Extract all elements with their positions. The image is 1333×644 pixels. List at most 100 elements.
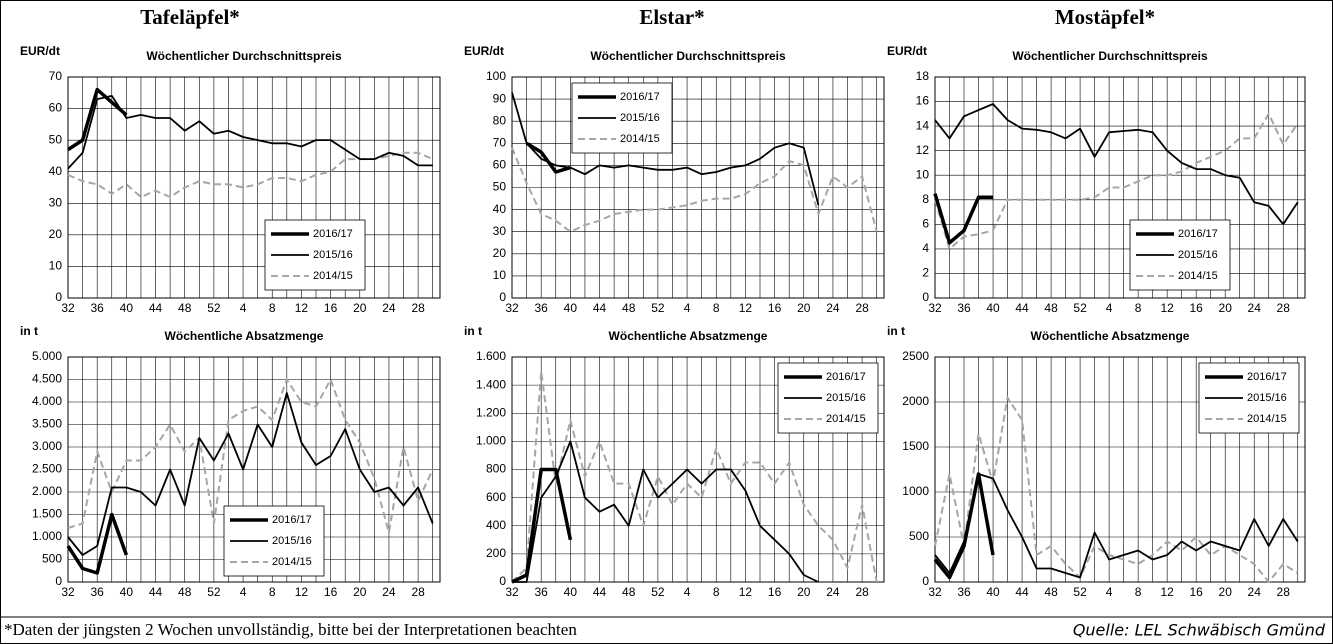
x-tick-label: 24	[382, 585, 396, 599]
series-line	[511, 467, 573, 584]
legend-label: 2015/16	[1247, 392, 1287, 404]
footnote: *Daten der jüngsten 2 Wochen unvollständ…	[4, 620, 577, 639]
x-tick-label: 16	[768, 585, 782, 599]
y-tick-label: 10	[493, 268, 507, 282]
y-tick-label: 16	[916, 94, 930, 108]
x-tick-label: 20	[797, 301, 811, 315]
x-tick-label: 20	[797, 585, 811, 599]
y-tick-label: 1500	[902, 439, 929, 453]
series-line	[934, 112, 1299, 250]
y-tick-label: 70	[493, 135, 507, 149]
series-line	[934, 396, 1299, 583]
y-axis-label: EUR/dt	[464, 44, 504, 58]
y-tick-label: 3.500	[32, 417, 62, 431]
x-tick-label: 8	[269, 301, 276, 315]
x-tick-label: 20	[353, 585, 367, 599]
x-tick-label: 28	[1277, 585, 1291, 599]
x-tick-label: 4	[1106, 301, 1113, 315]
legend-label: 2014/15	[313, 270, 353, 282]
x-tick-label: 24	[826, 301, 840, 315]
y-tick-label: 2.000	[32, 484, 62, 498]
y-tick-label: 800	[486, 462, 506, 476]
y-tick-label: 0	[55, 290, 62, 304]
chart-subtitle: Wöchentlicher Durchschnittspreis	[590, 49, 786, 63]
y-axis-label: in t	[464, 324, 482, 338]
x-tick-label: 32	[505, 585, 519, 599]
y-tick-label: 4.500	[32, 372, 62, 386]
x-tick-label: 48	[622, 585, 636, 599]
x-tick-label: 4	[240, 301, 247, 315]
x-tick-label: 20	[353, 301, 367, 315]
column-title: Tafeläpfel*	[140, 5, 240, 29]
x-tick-label: 44	[149, 301, 163, 315]
y-axis-label: in t	[887, 324, 905, 338]
x-tick-label: 36	[90, 585, 104, 599]
x-tick-label: 12	[739, 301, 753, 315]
legend-label: 2015/16	[1178, 249, 1218, 261]
plot-frame	[511, 76, 885, 299]
legend-label: 2016/17	[826, 371, 866, 383]
x-tick-label: 32	[928, 585, 942, 599]
plot-frame	[67, 76, 441, 299]
y-tick-label: 40	[49, 164, 63, 178]
y-tick-label: 10	[49, 259, 63, 273]
legend-label: 2014/15	[272, 556, 312, 568]
x-tick-label: 40	[564, 301, 578, 315]
y-tick-label: 6	[922, 217, 929, 231]
x-tick-label: 48	[178, 585, 192, 599]
x-tick-label: 16	[1189, 301, 1203, 315]
x-tick-label: 8	[713, 301, 720, 315]
series-line	[511, 370, 878, 583]
legend-label: 2015/16	[272, 535, 312, 547]
x-tick-label: 24	[1248, 585, 1262, 599]
y-tick-label: 1.000	[32, 529, 62, 543]
x-tick-label: 16	[1189, 585, 1203, 599]
x-tick-label: 8	[1135, 301, 1142, 315]
x-tick-label: 12	[295, 301, 309, 315]
y-tick-label: 50	[493, 180, 507, 194]
y-tick-label: 70	[49, 69, 63, 83]
legend-label: 2014/15	[1178, 270, 1218, 282]
x-tick-label: 28	[855, 301, 869, 315]
y-tick-label: 4	[922, 241, 929, 255]
series-line	[511, 92, 820, 206]
series-line	[525, 141, 571, 174]
series-line	[67, 378, 434, 534]
y-tick-label: 200	[486, 546, 506, 560]
x-tick-label: 32	[505, 301, 519, 315]
x-tick-label: 48	[1044, 301, 1058, 315]
x-tick-label: 4	[684, 301, 691, 315]
series-line	[66, 512, 129, 575]
source: Quelle: LEL Schwäbisch Gmünd	[1073, 621, 1326, 640]
y-tick-label: 1.400	[476, 377, 506, 391]
plot-frame	[934, 76, 1306, 299]
series-line	[934, 103, 1299, 226]
x-tick-label: 32	[61, 585, 75, 599]
legend-label: 2016/17	[1178, 228, 1218, 240]
legend-box	[1129, 219, 1231, 291]
y-tick-label: 60	[49, 101, 63, 115]
x-tick-label: 32	[928, 301, 942, 315]
x-tick-label: 40	[564, 585, 578, 599]
y-tick-label: 5.000	[32, 349, 62, 363]
y-tick-label: 2000	[902, 394, 929, 408]
y-tick-label: 20	[49, 227, 63, 241]
series-line	[933, 193, 993, 245]
series-line	[512, 440, 819, 583]
x-tick-label: 12	[295, 585, 309, 599]
x-tick-label: 44	[149, 585, 163, 599]
y-tick-label: 500	[909, 529, 929, 543]
legend-label: 2014/15	[620, 133, 660, 145]
x-tick-label: 40	[120, 301, 134, 315]
y-tick-label: 1.000	[476, 434, 506, 448]
x-tick-label: 40	[986, 301, 1000, 315]
legend-label: 2016/17	[313, 228, 353, 240]
y-tick-label: 10	[916, 167, 930, 181]
y-tick-label: 80	[493, 113, 507, 127]
x-tick-label: 52	[1073, 301, 1087, 315]
x-tick-label: 52	[1073, 585, 1087, 599]
plot-frame	[934, 356, 1306, 583]
y-tick-label: 0	[55, 574, 62, 588]
x-tick-label: 48	[178, 301, 192, 315]
legend-label: 2015/16	[313, 249, 353, 261]
